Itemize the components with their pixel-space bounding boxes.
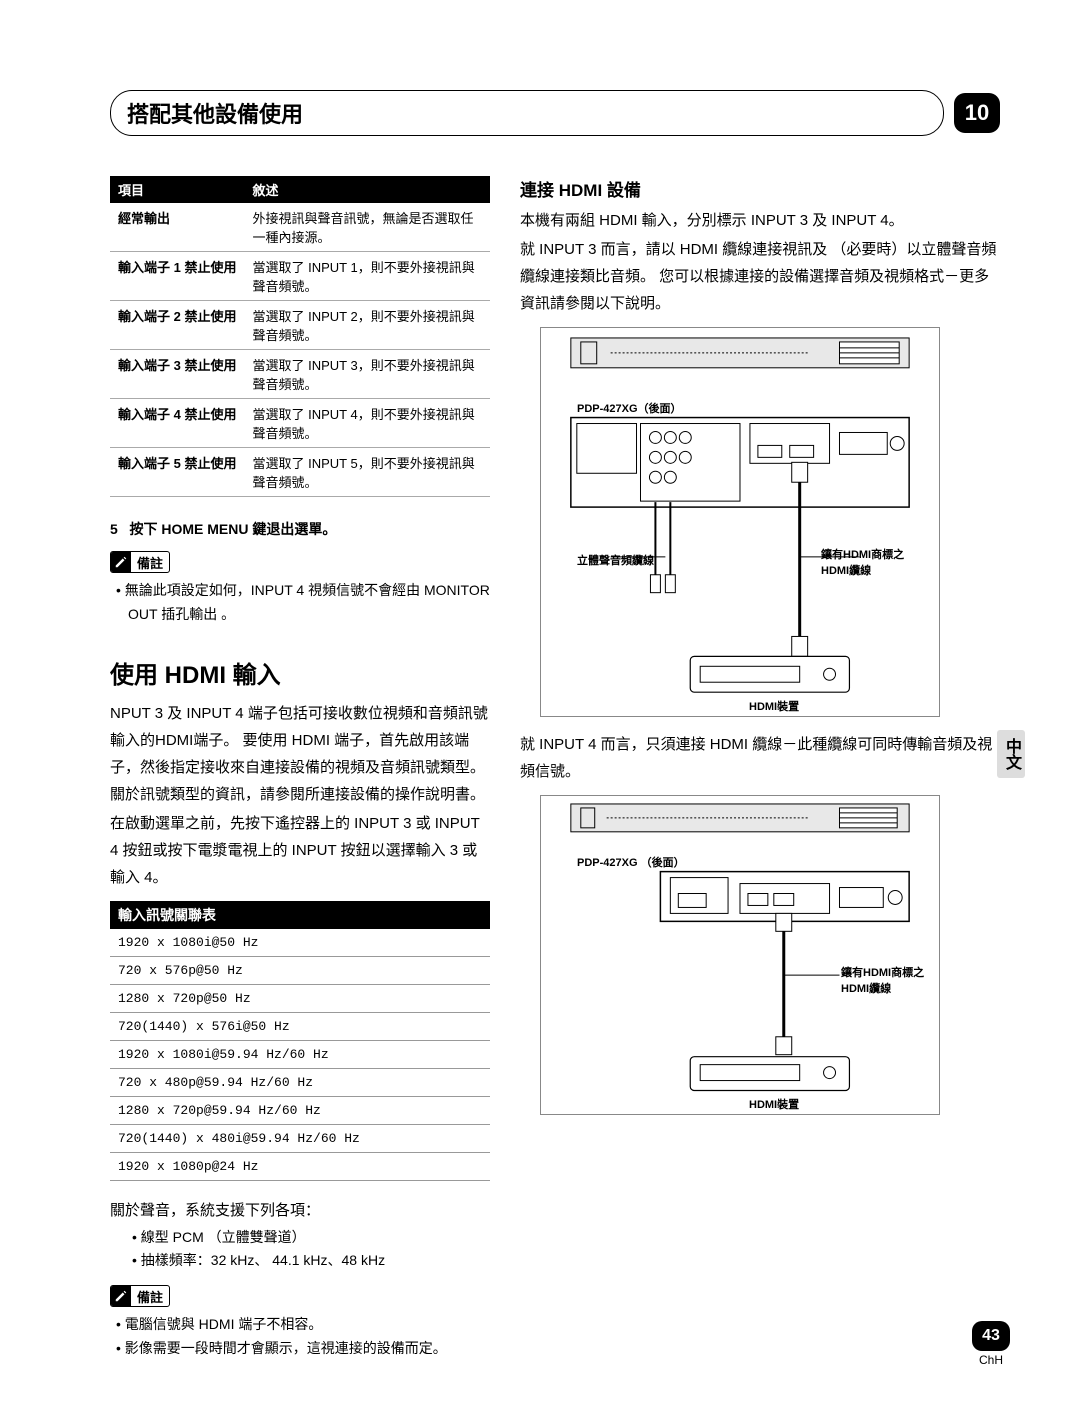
header-row: 搭配其他設備使用 10 [110, 90, 1000, 136]
list-item: 抽樣頻率：32 kHz、 44.1 kHz、48 kHz [132, 1249, 490, 1273]
page-footer: 43 ChH [972, 1321, 1010, 1367]
table-row: 輸入端子 1 禁止使用當選取了 INPUT 1，則不要外接視訊與聲音頻號。 [110, 252, 490, 301]
paragraph: 就 INPUT 3 而言，請以 HDMI 纜線連接視訊及 （必要時）以立體聲音頻… [520, 236, 1000, 317]
paragraph: NPUT 3 及 INPUT 4 端子包括可接收數位視頻和音頻訊號輸入的HDMI… [110, 700, 490, 808]
io-table-header-item: 項目 [110, 176, 244, 203]
pencil-icon [111, 552, 131, 572]
diagram-svg [541, 328, 939, 716]
table-row: 輸入端子 5 禁止使用當選取了 INPUT 5，則不要外接視訊與聲音頻號。 [110, 448, 490, 497]
table-row: 輸入端子 2 禁止使用當選取了 INPUT 2，則不要外接視訊與聲音頻號。 [110, 301, 490, 350]
step-number: 5 [110, 521, 118, 537]
step-text: 按下 HOME MENU 鍵退出選單。 [129, 521, 336, 537]
hdmi-device-label: HDMI裝置 [749, 1096, 799, 1112]
right-column: 連接 HDMI 設備 本機有兩組 HDMI 輸入，分別標示 INPUT 3 及 … [520, 176, 1000, 1361]
note-list: 無論此項設定如何，INPUT 4 視頻信號不會經由 MONITOR OUT 插孔… [110, 579, 490, 627]
note-badge: 備註 [110, 551, 170, 573]
language-side-tab: 中文 [997, 730, 1025, 778]
note-label: 備註 [131, 1287, 169, 1306]
section-heading-connect-hdmi: 連接 HDMI 設備 [520, 176, 1000, 201]
table-row: 1920 x 1080i@50 Hz [110, 929, 490, 957]
connection-diagram-1: PDP-427XG（後面） 立體聲音頻纜線 鑲有HDMI商標之 HDMI纜線 H… [540, 327, 940, 717]
table-row: 經常輸出外接視訊與聲音訊號，無論是否選取任一種內接源。 [110, 203, 490, 252]
signal-table-header: 輸入訊號關聯表 [110, 901, 490, 929]
io-config-table: 項目 敘述 經常輸出外接視訊與聲音訊號，無論是否選取任一種內接源。 輸入端子 1… [110, 176, 490, 497]
footer-lang: ChH [972, 1353, 1010, 1367]
table-row: 720(1440) x 480i@59.94 Hz/60 Hz [110, 1124, 490, 1152]
note-list-2: 電腦信號與 HDMI 端子不相容。 影像需要一段時間才會顯示，這視連接的設備而定… [110, 1313, 490, 1361]
step-5: 5 按下 HOME MENU 鍵退出選單。 [110, 519, 490, 539]
note-badge: 備註 [110, 1285, 170, 1307]
table-row: 720(1440) x 576i@50 Hz [110, 1012, 490, 1040]
paragraph: 就 INPUT 4 而言，只須連接 HDMI 纜線－此種纜線可同時傳輸音頻及視頻… [520, 731, 1000, 785]
stereo-cable-label: 立體聲音頻纜線 [577, 552, 654, 568]
paragraph: 本機有兩組 HDMI 輸入，分別標示 INPUT 3 及 INPUT 4。 [520, 207, 1000, 234]
list-item: 電腦信號與 HDMI 端子不相容。 [116, 1313, 490, 1337]
hdmi-device-label: HDMI裝置 [749, 698, 799, 714]
audio-bullets: 線型 PCM （立體雙聲道） 抽樣頻率：32 kHz、 44.1 kHz、48 … [110, 1226, 490, 1274]
list-item: 無論此項設定如何，INPUT 4 視頻信號不會經由 MONITOR OUT 插孔… [116, 579, 490, 627]
pencil-icon [111, 1286, 131, 1306]
note-label: 備註 [131, 553, 169, 572]
diagram-svg [541, 796, 939, 1114]
table-row: 1280 x 720p@59.94 Hz/60 Hz [110, 1096, 490, 1124]
chapter-number-badge: 10 [954, 93, 1000, 133]
hdmi-cable-label: 鑲有HDMI商標之 HDMI纜線 [841, 964, 924, 996]
left-column: 項目 敘述 經常輸出外接視訊與聲音訊號，無論是否選取任一種內接源。 輸入端子 1… [110, 176, 490, 1361]
io-table-header-desc: 敘述 [244, 176, 490, 203]
table-row: 1280 x 720p@50 Hz [110, 984, 490, 1012]
two-column-layout: 項目 敘述 經常輸出外接視訊與聲音訊號，無論是否選取任一種內接源。 輸入端子 1… [110, 176, 1000, 1361]
page-number: 43 [972, 1321, 1010, 1351]
table-row: 720 x 480p@59.94 Hz/60 Hz [110, 1068, 490, 1096]
connection-diagram-2: PDP-427XG （後面） 鑲有HDMI商標之 HDMI纜線 HDMI裝置 [540, 795, 940, 1115]
page-container: 搭配其他設備使用 10 項目 敘述 經常輸出外接視訊與聲音訊號，無論是否選取任一… [0, 0, 1080, 1407]
model-label: PDP-427XG （後面） [577, 854, 685, 870]
section-heading-hdmi-input: 使用 HDMI 輸入 [110, 655, 490, 690]
hdmi-cable-label: 鑲有HDMI商標之 HDMI纜線 [821, 546, 904, 578]
model-label: PDP-427XG（後面） [577, 400, 682, 416]
list-item: 影像需要一段時間才會顯示，這視連接的設備而定。 [116, 1337, 490, 1361]
audio-intro: 關於聲音，系統支援下列各項： [110, 1197, 490, 1224]
table-row: 1920 x 1080i@59.94 Hz/60 Hz [110, 1040, 490, 1068]
table-row: 輸入端子 4 禁止使用當選取了 INPUT 4，則不要外接視訊與聲音頻號。 [110, 399, 490, 448]
table-row: 輸入端子 3 禁止使用當選取了 INPUT 3，則不要外接視訊與聲音頻號。 [110, 350, 490, 399]
list-item: 線型 PCM （立體雙聲道） [132, 1226, 490, 1250]
signal-table: 1920 x 1080i@50 Hz 720 x 576p@50 Hz 1280… [110, 929, 490, 1181]
table-row: 720 x 576p@50 Hz [110, 956, 490, 984]
table-row: 1920 x 1080p@24 Hz [110, 1152, 490, 1180]
paragraph: 在啟動選單之前，先按下遙控器上的 INPUT 3 或 INPUT 4 按鈕或按下… [110, 810, 490, 891]
chapter-title: 搭配其他設備使用 [110, 90, 944, 136]
